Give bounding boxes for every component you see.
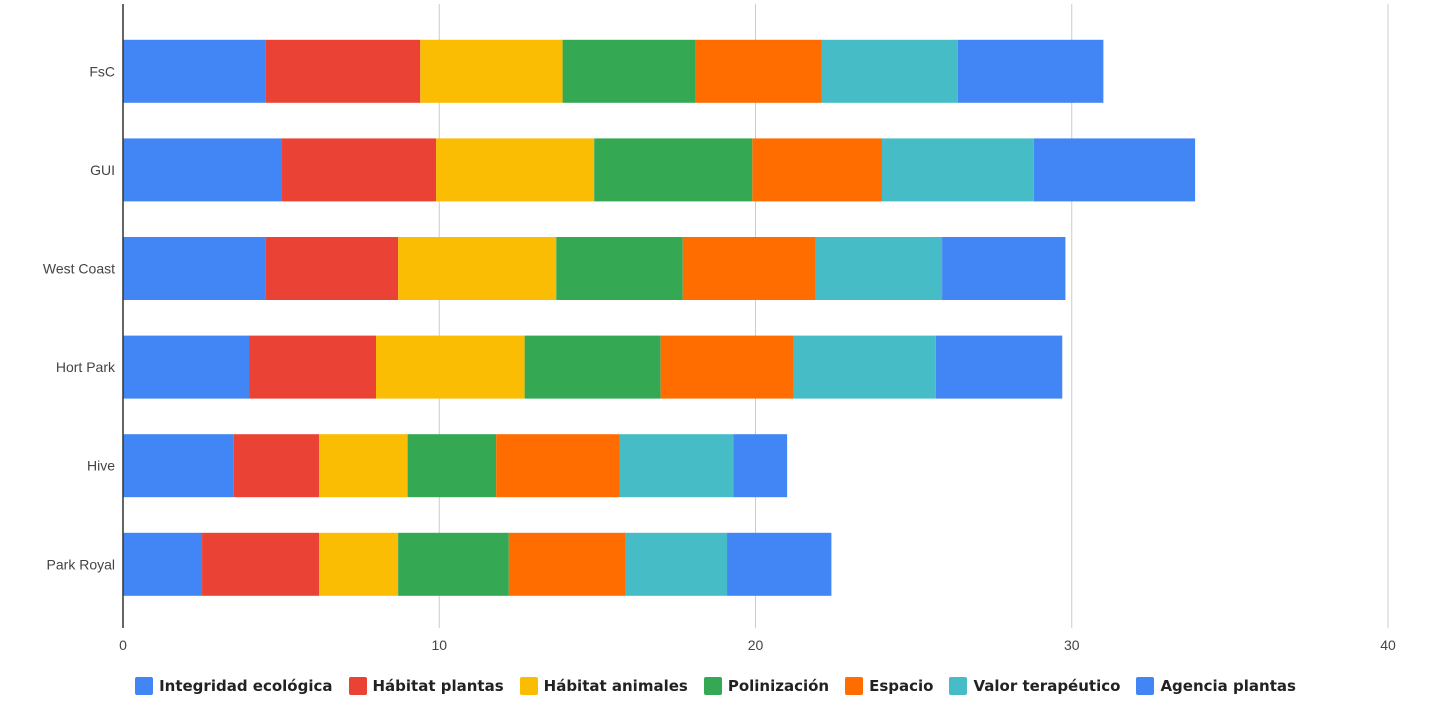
bar-segment [695, 39, 822, 103]
bar-segment [882, 138, 1034, 202]
bar-segment [281, 138, 437, 202]
bar-segment [957, 39, 1104, 103]
bar-segment [619, 434, 734, 498]
bar-segment [319, 532, 399, 596]
bar-segment [123, 138, 282, 202]
legend-label: Valor terapéutico [973, 677, 1121, 695]
bar-segment [1033, 138, 1196, 202]
bar-segment [682, 237, 816, 300]
x-tick-label: 30 [1064, 637, 1080, 653]
bar-segment [123, 39, 266, 103]
bar-segment [420, 39, 563, 103]
bar-segment [793, 335, 936, 399]
x-tick-label: 20 [748, 637, 764, 653]
legend-swatch [703, 677, 722, 695]
legend-label: Hábitat animales [543, 677, 688, 695]
bar-segment [407, 434, 497, 498]
x-tick-labels: 0 10 20 30 40 [119, 637, 1396, 653]
category-label: Hive [87, 458, 115, 474]
bar-segment [398, 237, 557, 300]
bar-segment [265, 237, 399, 300]
bar-segment [123, 237, 266, 300]
legend-label: Hábitat plantas [372, 677, 504, 695]
bar-segment [233, 434, 320, 498]
bar-segment [123, 532, 203, 596]
category-label: FsC [89, 63, 115, 79]
bar-segment [821, 39, 958, 103]
bar-segment [508, 532, 626, 596]
legend-label: Integridad ecológica [159, 677, 333, 695]
legend-item: Polinización [703, 677, 830, 695]
bar-segment [942, 237, 1066, 300]
bar-segment [496, 434, 620, 498]
bar-segment [376, 335, 525, 399]
legend-label: Espacio [869, 677, 934, 695]
legend-swatch [519, 677, 538, 695]
bar-segment [524, 335, 661, 399]
x-tick-label: 40 [1380, 637, 1396, 653]
category-label: West Coast [43, 261, 115, 277]
legend-swatch [1136, 677, 1155, 695]
legend-label: Polinización [727, 677, 830, 695]
x-tick-label: 10 [431, 637, 447, 653]
legend-swatch [845, 677, 864, 695]
bar-segment [556, 237, 683, 300]
legend-item: Espacio [845, 677, 933, 695]
legend-item: Valor terapéutico [949, 677, 1120, 695]
bar-segment [202, 532, 320, 596]
bar-segment [815, 237, 943, 300]
x-tick-label: 0 [119, 637, 127, 653]
bar-segment [319, 434, 408, 498]
bar-segment [398, 532, 509, 596]
legend-swatch [949, 677, 968, 695]
category-label: GUI [90, 162, 115, 178]
bar-segment [752, 138, 882, 202]
legend-item: Agencia plantas [1136, 677, 1296, 695]
gridlines [438, 4, 1389, 628]
bars [123, 39, 1196, 596]
legend-item: Integridad ecológica [135, 677, 333, 695]
legend-swatch [348, 677, 367, 695]
category-label: Hort Park [56, 359, 116, 375]
legend: Integridad ecológica Hábitat plantas Hábit… [0, 672, 1431, 700]
category-label: Park Royal [47, 556, 115, 572]
bar-segment [594, 138, 753, 202]
legend-label: Agencia plantas [1160, 677, 1296, 695]
bar-segment [562, 39, 696, 103]
bar-segment [249, 335, 376, 399]
bar-segment [265, 39, 421, 103]
category-labels: FsC GUI West Coast Hort Park Hive Park Royal [43, 63, 116, 572]
bar-segment [625, 532, 728, 596]
bar-segment [123, 335, 250, 399]
bar-segment [660, 335, 794, 399]
legend-item: Hábitat animales [519, 677, 688, 695]
bar-segment [935, 335, 1063, 399]
bar-segment [123, 434, 234, 498]
bar-segment [727, 532, 832, 596]
legend-swatch [135, 677, 154, 695]
legend-item: Hábitat plantas [348, 677, 504, 695]
bar-segment [733, 434, 788, 498]
bar-segment [436, 138, 595, 202]
